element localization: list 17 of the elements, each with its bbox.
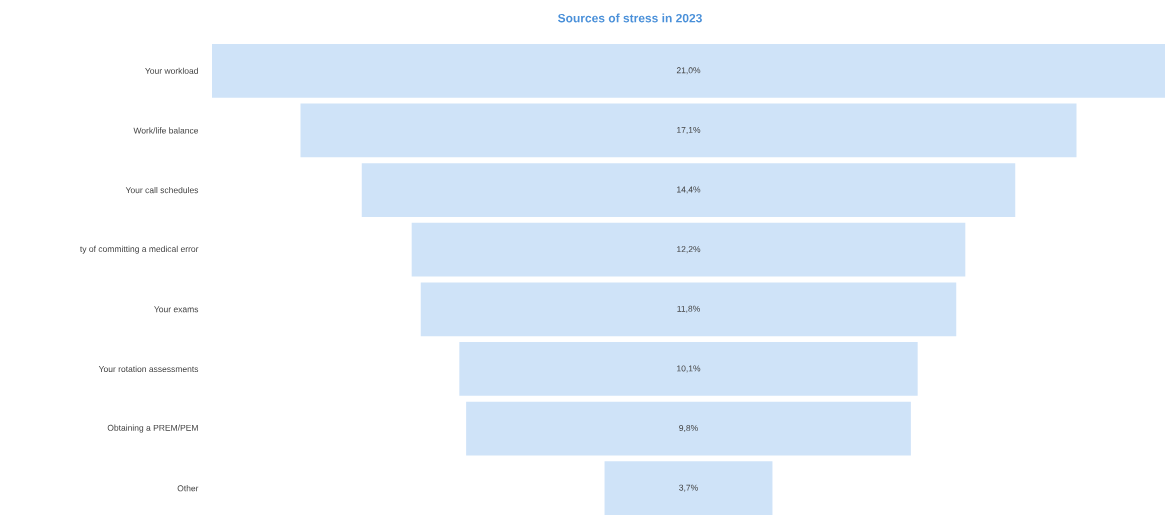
- category-label: Work/life balance: [133, 127, 199, 134]
- text: Sources of stress in 2023: [557, 13, 702, 23]
- data-label: 14,4%: [677, 186, 701, 194]
- category-label: Your rotation assessments: [98, 365, 199, 373]
- data-label: 10,1%: [677, 365, 701, 373]
- category-label: ty of committing a medical error: [80, 245, 199, 254]
- category-label: Your workload: [145, 67, 198, 74]
- data-label: 12,2%: [677, 246, 701, 254]
- data-label: 9,8%: [679, 425, 698, 433]
- data-label: 17,1%: [677, 126, 701, 134]
- data-label: 21,0%: [676, 67, 701, 75]
- category-label: Other: [177, 485, 199, 492]
- category-label: Your exams: [154, 306, 199, 313]
- category-label: Your call schedules: [125, 186, 199, 194]
- category-label: Obtaining a PREM/PEM: [107, 424, 198, 433]
- data-label: 3,7%: [679, 484, 698, 492]
- data-label: 11,8%: [677, 305, 700, 313]
